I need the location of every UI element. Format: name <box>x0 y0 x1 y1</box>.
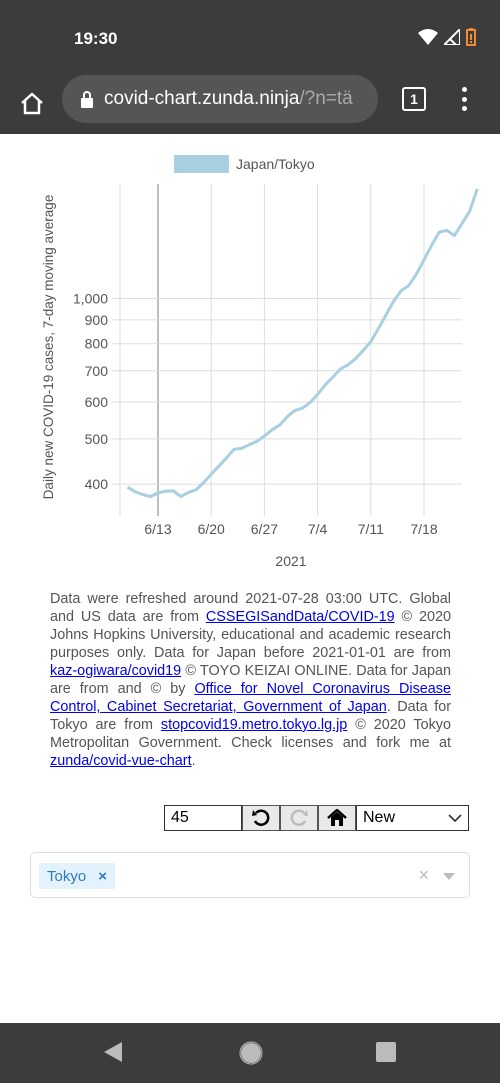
mode-select[interactable]: New <box>356 805 469 831</box>
y-tick-label: 1,000 <box>73 291 108 307</box>
mode-select-value: New <box>363 809 396 826</box>
legend-swatch <box>174 155 229 173</box>
region-multiselect[interactable]: Tokyo × × <box>30 852 470 898</box>
status-bar: 19:30 <box>0 0 500 75</box>
tab-switcher-button[interactable]: 1 <box>402 87 426 111</box>
attribution-text-2: © 2020 Johns Hopkins University, educati… <box>50 609 451 661</box>
link-csse[interactable]: CSSEGISandData/COVID-19 <box>205 609 395 625</box>
attribution-text-3: © TOYO KEIZAI ONLINE. Data for Japan are… <box>50 663 451 697</box>
address-bar[interactable]: covid-chart.zunda.ninja/?n=tä <box>62 75 378 123</box>
battery-icon <box>466 28 476 51</box>
attribution-text-6: . <box>191 753 196 769</box>
x-tick-label: 7/4 <box>308 521 328 537</box>
redo-icon <box>290 809 308 826</box>
y-tick-label: 900 <box>85 312 109 328</box>
recents-icon[interactable] <box>375 1041 397 1068</box>
days-input[interactable] <box>164 805 242 831</box>
url-path: /?n=tä <box>299 88 353 109</box>
link-kaz-ogiwara[interactable]: kaz-ogiwara/covid19 <box>50 663 182 679</box>
link-stopcovid19[interactable]: stopcovid19.metro.tokyo.lg.jp <box>160 717 348 733</box>
x-tick-label: 6/13 <box>144 521 171 537</box>
region-tag-label: Tokyo <box>47 867 87 885</box>
x-tick-label: 7/11 <box>358 521 384 537</box>
clear-all-icon[interactable]: × <box>418 865 429 885</box>
redo-button[interactable] <box>280 805 318 831</box>
remove-tag-icon[interactable]: × <box>98 867 107 885</box>
data-attribution: Data were refreshed around 2021-07-28 03… <box>50 590 451 770</box>
x-axis-title: 2021 <box>275 553 306 569</box>
browser-toolbar: covid-chart.zunda.ninja/?n=tä 1 <box>0 75 500 134</box>
lock-icon <box>80 90 94 108</box>
cell-signal-icon <box>441 26 461 50</box>
home-button[interactable] <box>14 85 50 121</box>
y-tick-label: 500 <box>85 431 109 447</box>
cases-chart: Japan/Tokyo 6/13 6/20 6/27 7/4 7/11 7/18 400 500… <box>41 155 479 569</box>
url-text: covid-chart.zunda.ninja/?n=tä <box>104 88 353 110</box>
chart-controls: New <box>164 805 469 831</box>
wifi-icon <box>418 29 438 50</box>
series-line-japan-tokyo <box>126 188 479 499</box>
x-tick-label: 6/27 <box>251 521 278 537</box>
attribution-text-1: Data were refreshed around 2021-07-28 03… <box>50 591 451 625</box>
y-tick-label: 400 <box>85 476 109 492</box>
reset-home-icon <box>327 809 347 826</box>
overflow-menu-button[interactable] <box>452 85 476 113</box>
undo-button[interactable] <box>242 805 280 831</box>
back-icon[interactable] <box>102 1041 124 1068</box>
link-cabinet-secretariat[interactable]: Office for Novel Coronavirus Disease Con… <box>50 681 451 715</box>
legend-label: Japan/Tokyo <box>236 156 315 172</box>
undo-icon <box>252 809 270 826</box>
status-time: 19:30 <box>74 29 118 48</box>
reset-button[interactable] <box>318 805 356 831</box>
y-tick-label: 800 <box>85 336 109 352</box>
chevron-down-icon <box>448 814 462 823</box>
home-icon <box>21 92 43 115</box>
attribution-text-5: © 2020 Tokyo Metropolitan Government. Ch… <box>50 717 451 751</box>
region-tag-tokyo: Tokyo × <box>39 863 115 889</box>
y-tick-label: 600 <box>85 394 109 410</box>
home-nav-icon[interactable] <box>239 1041 263 1070</box>
android-nav-bar <box>0 1023 500 1083</box>
y-tick-label: 700 <box>85 363 109 379</box>
attribution-text-4: . Data for Tokyo are from <box>50 699 452 733</box>
x-tick-label: 6/20 <box>198 521 225 537</box>
dropdown-arrow-icon[interactable] <box>443 873 455 880</box>
y-axis-title: Daily new COVID-19 cases, 7-day moving a… <box>41 195 56 500</box>
status-icons <box>418 26 476 51</box>
link-covid-vue-chart[interactable]: zunda/covid-vue-chart <box>50 753 192 769</box>
x-tick-label: 7/18 <box>410 521 437 537</box>
url-host: covid-chart.zunda.ninja <box>104 88 300 109</box>
